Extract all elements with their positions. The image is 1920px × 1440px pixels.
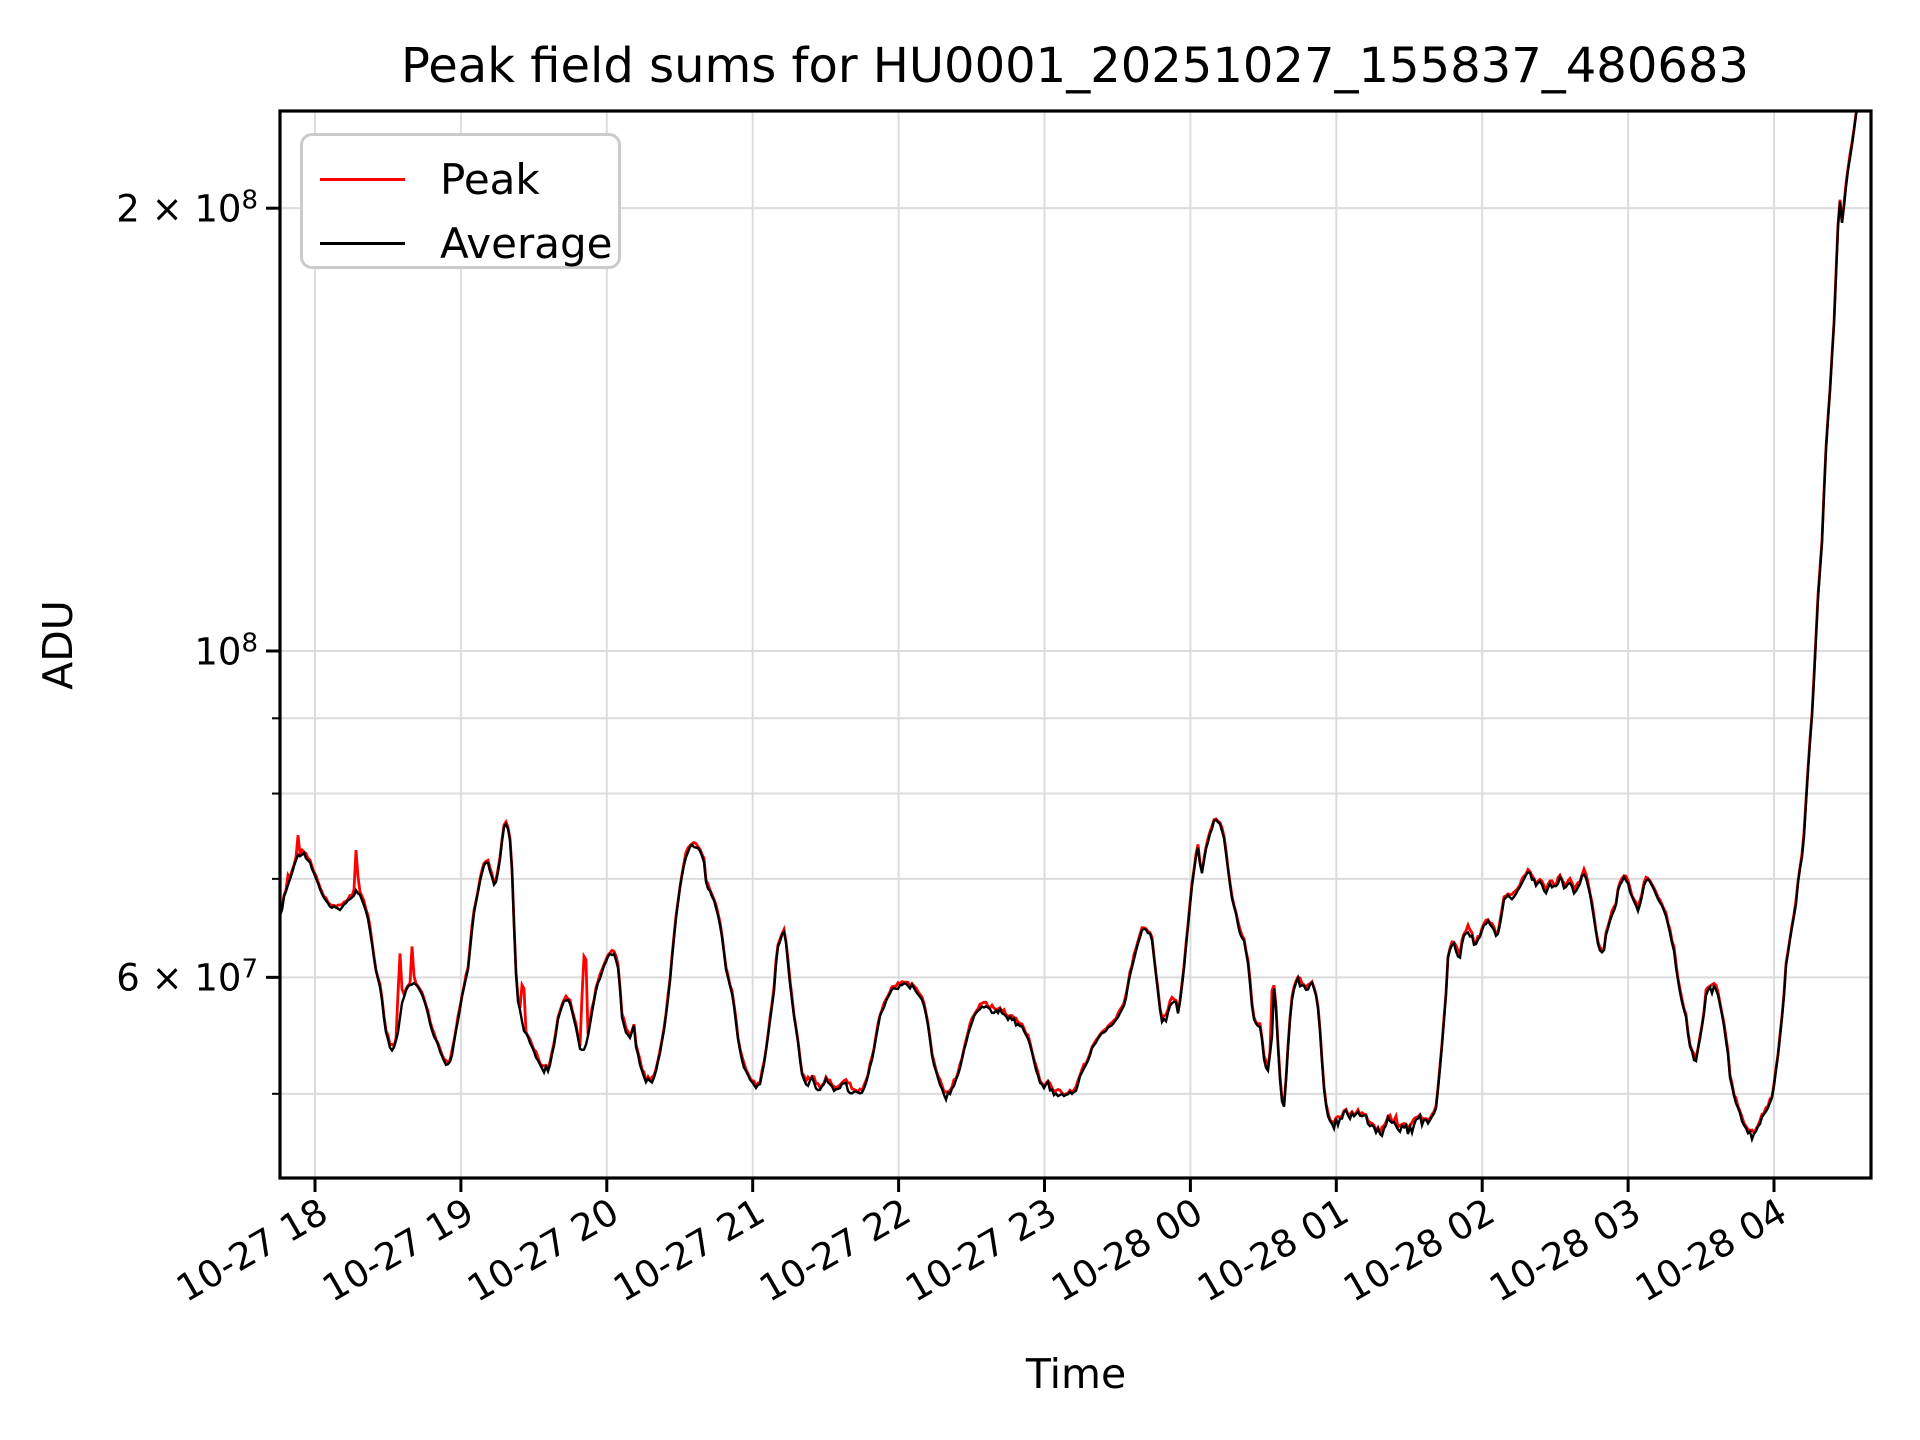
legend-label-peak: Peak bbox=[440, 155, 540, 204]
data-curves bbox=[280, 111, 1858, 1144]
legend-label-average: Average bbox=[440, 219, 613, 268]
chart-title: Peak field sums for HU0001_20251027_1558… bbox=[401, 38, 1749, 94]
x-axis-label: Time bbox=[1025, 1350, 1127, 1398]
axis-ticks bbox=[266, 206, 1776, 1192]
peak-line-swatch bbox=[320, 178, 405, 181]
legend: Peak Average bbox=[300, 133, 621, 269]
y-tick-label: 2 × 108 bbox=[116, 185, 258, 231]
y-tick-label: 108 bbox=[194, 628, 258, 674]
legend-item-peak: Peak bbox=[303, 157, 618, 203]
gridlines bbox=[280, 111, 1871, 1178]
average-line-swatch bbox=[320, 242, 405, 245]
axes-spines bbox=[278, 109, 1873, 1180]
legend-item-average: Average bbox=[303, 221, 618, 267]
y-tick-label: 6 × 107 bbox=[116, 954, 258, 1000]
average-line bbox=[280, 111, 1858, 1144]
